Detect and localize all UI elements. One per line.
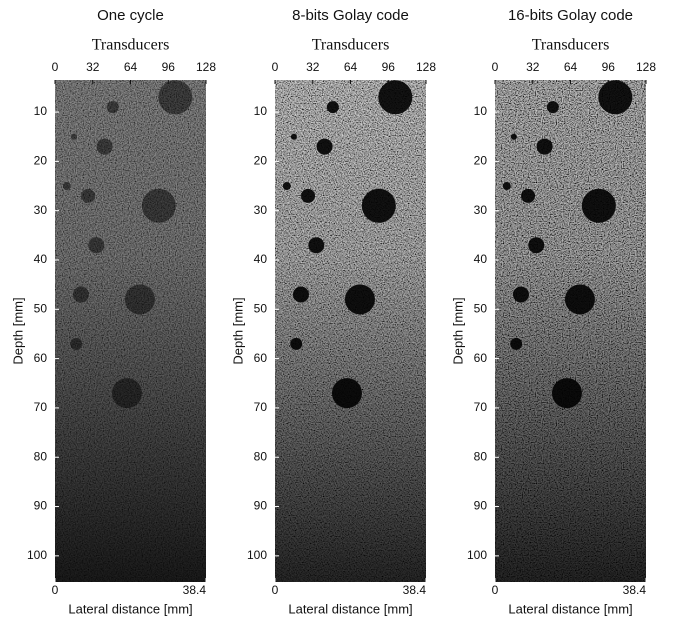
y-label: Depth [mm] xyxy=(10,297,25,364)
x2-tick-label: 96 xyxy=(162,60,176,74)
x-label: Lateral distance [mm] xyxy=(508,601,632,616)
y-tick-label: 50 xyxy=(254,301,268,315)
panel-title: 16-bits Golay code xyxy=(508,7,633,24)
x2-tick-label: 0 xyxy=(492,60,499,74)
x-tick-label: 38.4 xyxy=(183,583,207,597)
y-tick-label: 100 xyxy=(247,548,267,562)
panel-title: One cycle xyxy=(97,7,164,24)
x2-tick-label: 96 xyxy=(382,60,396,74)
x2-tick-label: 128 xyxy=(636,60,656,74)
x-tick-label: 0 xyxy=(52,583,59,597)
y-tick-label: 50 xyxy=(474,301,488,315)
y-tick-label: 30 xyxy=(254,203,268,217)
y-tick-label: 80 xyxy=(254,449,268,463)
x2-tick-label: 64 xyxy=(564,60,578,74)
y-tick-label: 60 xyxy=(474,351,488,365)
x2-tick-label: 0 xyxy=(272,60,279,74)
x2-tick-label: 64 xyxy=(344,60,358,74)
attenuation xyxy=(55,80,206,582)
y-tick-label: 20 xyxy=(34,154,48,168)
x2-tick-label: 32 xyxy=(526,60,540,74)
y-tick-label: 40 xyxy=(34,252,48,266)
y-tick-label: 20 xyxy=(474,154,488,168)
y-tick-label: 10 xyxy=(254,104,268,118)
y-tick-label: 100 xyxy=(27,548,47,562)
x-tick-label: 38.4 xyxy=(403,583,427,597)
x2-tick-label: 64 xyxy=(124,60,138,74)
y-tick-label: 60 xyxy=(254,351,268,365)
y-tick-label: 30 xyxy=(34,203,48,217)
x2-label: Transducers xyxy=(532,37,610,54)
x2-tick-label: 128 xyxy=(416,60,436,74)
attenuation xyxy=(275,80,426,582)
y-tick-label: 30 xyxy=(474,203,488,217)
y-tick-label: 10 xyxy=(34,104,48,118)
x2-label: Transducers xyxy=(312,37,390,54)
panel-title: 8-bits Golay code xyxy=(292,7,409,24)
y-tick-label: 20 xyxy=(254,154,268,168)
y-tick-label: 10 xyxy=(474,104,488,118)
y-tick-label: 70 xyxy=(474,400,488,414)
y-tick-label: 90 xyxy=(34,499,48,513)
y-label: Depth [mm] xyxy=(450,297,465,364)
x-tick-label: 0 xyxy=(492,583,499,597)
x-tick-label: 0 xyxy=(272,583,279,597)
x-label: Lateral distance [mm] xyxy=(68,601,192,616)
y-tick-label: 100 xyxy=(467,548,487,562)
x2-tick-label: 128 xyxy=(196,60,216,74)
y-tick-label: 80 xyxy=(474,449,488,463)
y-tick-label: 40 xyxy=(474,252,488,266)
y-tick-label: 80 xyxy=(34,449,48,463)
x2-tick-label: 96 xyxy=(602,60,616,74)
x-label: Lateral distance [mm] xyxy=(288,601,412,616)
y-tick-label: 60 xyxy=(34,351,48,365)
x-tick-label: 38.4 xyxy=(623,583,647,597)
attenuation xyxy=(495,80,646,582)
y-tick-label: 50 xyxy=(34,301,48,315)
y-tick-label: 70 xyxy=(254,400,268,414)
x2-tick-label: 32 xyxy=(306,60,320,74)
x2-tick-label: 32 xyxy=(86,60,100,74)
y-tick-label: 90 xyxy=(474,499,488,513)
x2-tick-label: 0 xyxy=(52,60,59,74)
y-tick-label: 70 xyxy=(34,400,48,414)
y-tick-label: 40 xyxy=(254,252,268,266)
y-tick-label: 90 xyxy=(254,499,268,513)
y-label: Depth [mm] xyxy=(230,297,245,364)
x2-label: Transducers xyxy=(92,37,170,54)
